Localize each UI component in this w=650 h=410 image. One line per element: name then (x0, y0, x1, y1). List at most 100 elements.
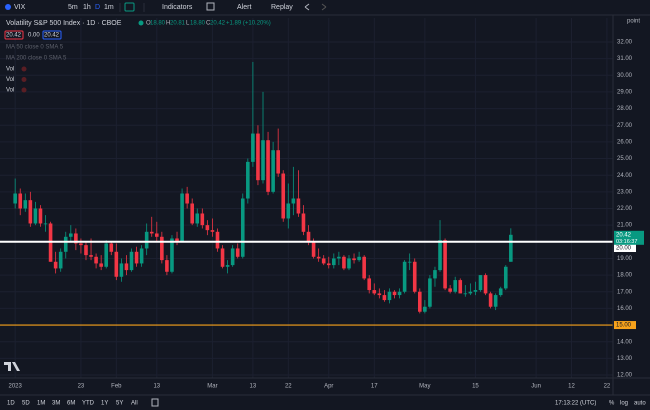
range-button[interactable]: 1Y (101, 401, 108, 407)
series-title: Volatility S&P 500 Index · 1D · CBOE (6, 20, 122, 27)
candle-body (43, 223, 48, 225)
candle-body (458, 280, 463, 294)
ohlc-value: 18.80 (190, 21, 206, 27)
candle-body (63, 236, 68, 252)
candle-body (114, 251, 119, 277)
candle-body (423, 306, 427, 312)
candle-body (74, 233, 78, 244)
layout-icon[interactable] (206, 2, 215, 11)
volume-label[interactable]: Vol (6, 67, 14, 73)
y-tick-label: 29.00 (617, 90, 633, 96)
candle-body (104, 243, 109, 267)
candle-body (473, 290, 478, 292)
candle-body (311, 241, 316, 257)
volume-label[interactable]: Vol (6, 77, 14, 83)
indicators-button[interactable]: Indicators (162, 4, 193, 11)
candle-body (392, 291, 397, 296)
range-button[interactable]: 1D (7, 401, 15, 407)
range-button[interactable]: YTD (82, 401, 95, 407)
candle-body (119, 263, 124, 277)
alert-button[interactable]: Alert (237, 4, 251, 11)
undo-icon[interactable] (304, 3, 310, 11)
candle-body (337, 256, 341, 259)
candle-body (478, 275, 483, 291)
chart-type-icon[interactable] (124, 2, 135, 12)
candle-body (367, 278, 372, 291)
candle-body (498, 288, 503, 296)
range-button[interactable]: 5Y (116, 401, 123, 407)
countdown-label: 03:16:37 (616, 239, 637, 245)
scale-option[interactable]: log (620, 401, 628, 407)
candle-body (225, 265, 230, 267)
x-tick-label: Mar (207, 384, 217, 390)
scale-option[interactable]: % (609, 401, 615, 407)
interval-button[interactable]: 1h (83, 4, 91, 11)
y-tick-label: 23.00 (617, 189, 633, 195)
candle-body (246, 161, 250, 199)
y-tick-label: 13.00 (617, 356, 633, 362)
candle-body (417, 291, 422, 312)
range-button[interactable]: 5D (22, 401, 30, 407)
range-button[interactable]: All (131, 401, 138, 407)
y-tick-label: 26.00 (617, 139, 633, 145)
x-tick-label: 13 (250, 384, 257, 390)
candle-body (13, 193, 17, 204)
range-button[interactable]: 6M (67, 401, 75, 407)
change: +1.89 (+10.20%) (226, 21, 271, 27)
symbol-icon (5, 4, 11, 10)
calendar-icon[interactable] (151, 398, 159, 407)
x-tick-label: 13 (153, 384, 160, 390)
candle-body (144, 231, 149, 249)
symbol[interactable]: VIX (14, 4, 26, 11)
candle-body (200, 213, 205, 226)
candle-body (488, 293, 493, 307)
candle-body (362, 256, 366, 279)
study-label[interactable]: MA 200 close 0 SMA 5 (6, 56, 67, 62)
candle-body (235, 248, 240, 257)
y-tick-label: 12.00 (617, 373, 633, 379)
hline-price-box (614, 321, 636, 330)
x-tick-label: 17 (371, 384, 378, 390)
candle-body (89, 255, 93, 257)
candle-body (175, 238, 179, 242)
candle-body (503, 266, 508, 289)
candle-body (397, 291, 402, 296)
range-button[interactable]: 3M (52, 401, 60, 407)
candle-body (286, 203, 291, 219)
range-button[interactable]: 1M (37, 401, 45, 407)
candle-body (377, 293, 382, 296)
tradingview-logo (4, 362, 20, 371)
candle-body (109, 243, 114, 252)
candle-body (468, 291, 473, 294)
candle-body (271, 150, 275, 192)
candle-body (220, 248, 225, 267)
ohlc-value: 18.80 (150, 21, 166, 27)
interval-button[interactable]: 5m (68, 4, 78, 11)
x-tick-label: 2023 (8, 384, 22, 390)
legend: Volatility S&P 500 Index · 1D · CBOE O 18.… (4, 20, 271, 94)
candle-body (316, 256, 321, 259)
x-tick-label: 22 (285, 384, 292, 390)
price-chip-label: 0.00 (28, 33, 40, 39)
hline-price-box (614, 244, 636, 252)
candle-body (28, 200, 33, 224)
redo-icon[interactable] (321, 3, 327, 11)
candle-body (18, 193, 23, 209)
scale-option[interactable]: auto (634, 401, 646, 407)
price-chip (42, 30, 62, 40)
replay-button[interactable]: Replay (271, 4, 293, 11)
interval-button[interactable]: 1m (104, 4, 114, 11)
candle-body (240, 198, 245, 257)
candle-body (402, 261, 407, 292)
interval-button[interactable]: D (95, 4, 100, 11)
candle-body (448, 288, 452, 292)
y-tick-label: 27.00 (617, 123, 633, 129)
volume-label[interactable]: Vol (6, 88, 14, 94)
candle-body (230, 248, 235, 266)
y-tick-label: 21.00 (617, 223, 633, 229)
study-label[interactable]: MA 50 close 0 SMA 5 (6, 45, 64, 51)
candle-body (382, 295, 387, 301)
candle-body (69, 233, 73, 237)
candle-body (509, 234, 513, 262)
